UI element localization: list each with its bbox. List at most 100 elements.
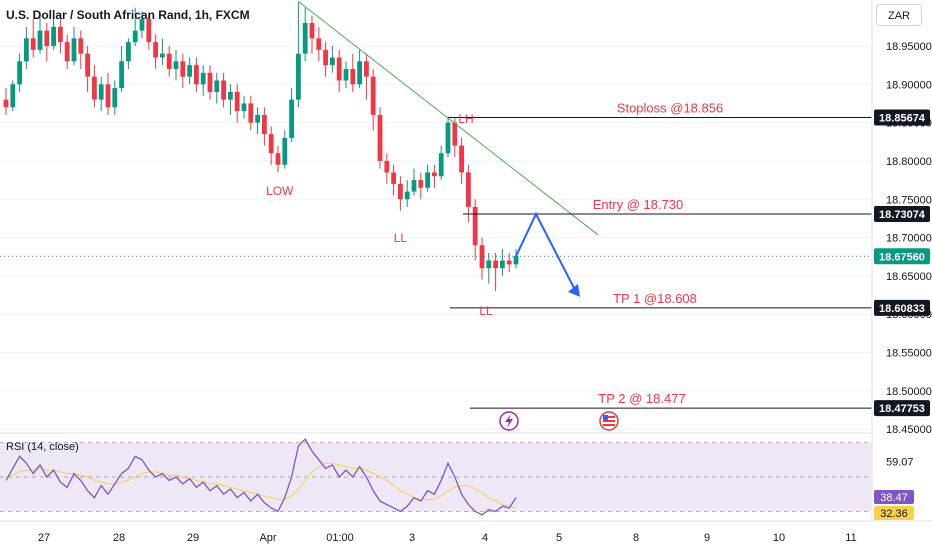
candle[interactable] <box>445 118 451 158</box>
us-flag-icon[interactable] <box>599 411 619 431</box>
rsi-legend[interactable]: RSI (14, close) <box>6 441 79 453</box>
candle[interactable] <box>486 252 492 284</box>
candle[interactable] <box>357 49 362 89</box>
candle[interactable] <box>214 72 220 104</box>
candle[interactable] <box>194 57 199 92</box>
candle[interactable] <box>221 72 226 108</box>
candle[interactable] <box>432 164 437 188</box>
candle[interactable] <box>493 252 498 292</box>
time-axis[interactable]: 27 28 29 Apr 01:00 3 4 5 8 9 10 11 <box>0 520 932 544</box>
candle[interactable] <box>58 19 63 54</box>
candle[interactable] <box>166 45 172 77</box>
candle[interactable] <box>64 34 70 69</box>
price-tag[interactable]: 18.60833 <box>874 299 930 316</box>
candle[interactable] <box>391 164 396 196</box>
candle[interactable] <box>126 38 131 69</box>
candle[interactable] <box>146 15 152 50</box>
candle[interactable] <box>336 49 342 92</box>
currency-button[interactable]: ZAR <box>876 4 922 26</box>
candle[interactable] <box>500 249 505 276</box>
candle[interactable] <box>323 42 328 77</box>
price-tag[interactable]: 18.73074 <box>874 206 930 223</box>
rsi-value-tag[interactable]: 32.36 <box>874 506 914 520</box>
candle[interactable] <box>438 145 444 181</box>
candle[interactable] <box>472 199 478 261</box>
candle[interactable] <box>350 53 356 92</box>
candle[interactable] <box>44 22 50 62</box>
candle[interactable] <box>418 172 424 200</box>
candle[interactable] <box>98 76 104 112</box>
candle[interactable] <box>234 84 240 123</box>
candle-body <box>418 180 424 188</box>
candle[interactable] <box>160 38 165 66</box>
candle[interactable] <box>398 176 403 211</box>
candle[interactable] <box>132 7 138 46</box>
candle[interactable] <box>513 249 519 269</box>
candle[interactable] <box>207 65 213 100</box>
candle[interactable] <box>459 137 464 184</box>
candle[interactable] <box>105 72 111 115</box>
candle[interactable] <box>255 107 260 135</box>
candle[interactable] <box>30 19 36 58</box>
candle-body <box>160 53 165 58</box>
projection-path[interactable] <box>515 211 578 295</box>
candle[interactable] <box>78 30 84 69</box>
candle[interactable] <box>506 252 512 273</box>
candle[interactable] <box>289 88 294 142</box>
candle[interactable] <box>302 7 308 62</box>
candle[interactable] <box>411 168 417 196</box>
candle[interactable] <box>384 153 390 184</box>
candle[interactable] <box>187 57 192 85</box>
lightning-icon[interactable] <box>499 411 519 431</box>
candle[interactable] <box>330 45 335 73</box>
candle[interactable] <box>452 118 458 158</box>
candle[interactable] <box>139 11 145 39</box>
price-tag-box <box>874 299 930 316</box>
candle[interactable] <box>370 68 376 131</box>
candle[interactable] <box>24 26 29 69</box>
candle[interactable] <box>10 80 16 112</box>
candle[interactable] <box>153 34 158 69</box>
candle[interactable] <box>377 107 383 169</box>
candle[interactable] <box>71 26 77 66</box>
candle[interactable] <box>275 145 281 173</box>
candle[interactable] <box>268 126 274 165</box>
candle[interactable] <box>262 107 267 146</box>
candle[interactable] <box>404 180 410 207</box>
candle[interactable] <box>173 49 179 81</box>
candle[interactable] <box>3 88 9 115</box>
candle[interactable] <box>241 95 247 119</box>
candle[interactable] <box>316 26 322 62</box>
candle[interactable] <box>282 130 288 169</box>
time-tick-label: Apr <box>259 532 276 544</box>
candle-body <box>64 42 70 62</box>
candle[interactable] <box>364 53 369 100</box>
candle[interactable] <box>119 45 124 92</box>
price-tag[interactable]: 18.67560 <box>874 248 930 265</box>
candle[interactable] <box>112 80 118 115</box>
price-tag[interactable]: 18.47753 <box>874 400 930 417</box>
rsi-value-tag[interactable]: 38.47 <box>874 490 914 504</box>
price-axis[interactable]: 18.9500018.9000018.8500018.8000018.75000… <box>871 0 932 521</box>
candle-body <box>377 114 383 161</box>
price-pane[interactable]: Stoploss @18.856 Entry @ 18.730 TP 1 @18.6… <box>0 1 872 431</box>
candle[interactable] <box>248 95 254 131</box>
price-tag[interactable]: 18.85674 <box>874 109 930 126</box>
candle-body <box>221 80 226 100</box>
candle[interactable] <box>228 84 233 115</box>
candle[interactable] <box>343 61 349 89</box>
candle[interactable] <box>296 1 301 108</box>
candle[interactable] <box>200 65 206 96</box>
candle[interactable] <box>37 15 43 54</box>
candle[interactable] <box>17 53 22 92</box>
candle[interactable] <box>425 164 430 192</box>
candle[interactable] <box>479 237 485 280</box>
candle[interactable] <box>180 53 186 89</box>
candle[interactable] <box>85 45 90 92</box>
candle[interactable] <box>92 65 97 108</box>
candle[interactable] <box>309 15 315 54</box>
candle[interactable] <box>51 15 56 50</box>
rsi-pane[interactable]: 59.07 38.47 32.36 <box>0 438 914 520</box>
candle[interactable] <box>466 164 471 223</box>
descending-trendline[interactable] <box>298 1 599 236</box>
